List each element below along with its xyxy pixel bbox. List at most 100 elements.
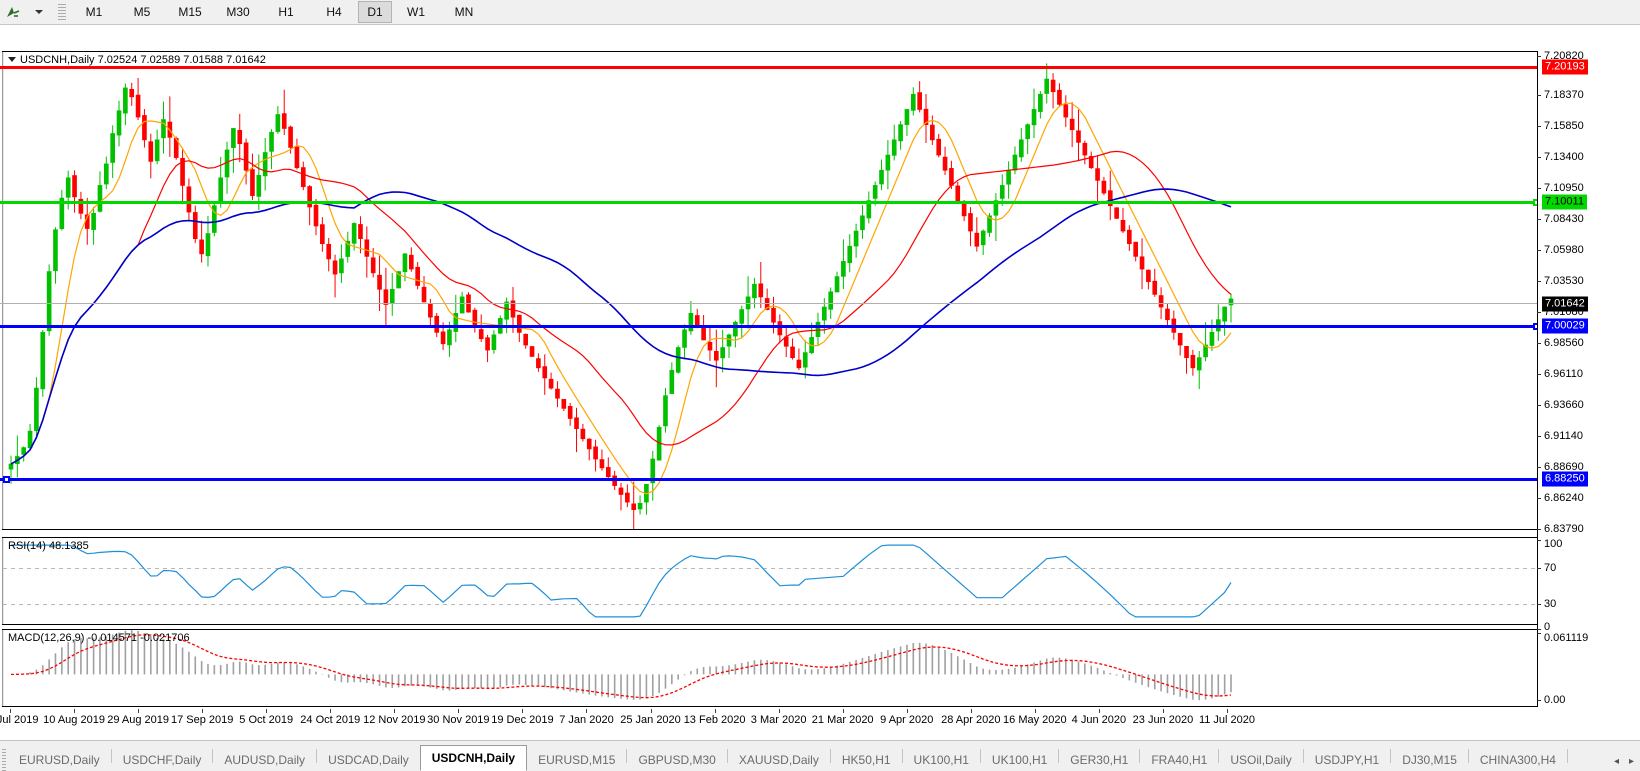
- hline-resistance-red[interactable]: [0, 66, 1537, 69]
- tab-separator: [110, 749, 112, 763]
- price-tick-3: 7.13400: [1544, 151, 1584, 163]
- date-tick: [202, 709, 204, 713]
- date-label: 5 Oct 2019: [239, 714, 294, 726]
- symbol-tab-hk50-h1[interactable]: HK50,H1: [841, 753, 891, 767]
- date-label: 9 Apr 2020: [880, 714, 934, 726]
- chart-toolbar: M1 M5 M15 M30 H1 H4 D1 W1 MN: [0, 0, 1640, 25]
- price-tick-7: 7.03530: [1544, 275, 1584, 287]
- date-tick: [778, 709, 780, 713]
- date-label: 28 Apr 2020: [941, 714, 1001, 726]
- symbol-tab-fra40-h1[interactable]: FRA40,H1: [1151, 753, 1208, 767]
- chart-area[interactable]: USDCNH,Daily 7.02524 7.02589 7.01588 7.0…: [0, 25, 1640, 740]
- date-label: 10 Aug 2019: [43, 714, 105, 726]
- symbol-tab-gbpusd-m30[interactable]: GBPUSD,M30: [638, 753, 716, 767]
- symbol-tab-dj30-m15[interactable]: DJ30,M15: [1402, 753, 1457, 767]
- symbol-tab-bar[interactable]: EURUSD,Daily USDCHF,Daily AUDUSD,Daily USDC…: [0, 740, 1640, 771]
- symbol-tab-eurusd-m15[interactable]: EURUSD,M15: [538, 753, 616, 767]
- date-tick: [1227, 709, 1228, 713]
- macd-tick-max: 0.061119: [1544, 632, 1589, 644]
- symbol-tab-usdjpy-h1[interactable]: USDJPY,H1: [1314, 753, 1380, 767]
- date-label: 3 Mar 2020: [750, 714, 807, 726]
- date-tick: [522, 709, 524, 713]
- date-label: 21 Mar 2020: [811, 714, 874, 726]
- timeframe-h1[interactable]: H1: [278, 5, 294, 19]
- price-tick-15: 6.83790: [1544, 523, 1584, 535]
- timeframe-m1[interactable]: M1: [85, 5, 103, 19]
- timeframe-mn[interactable]: MN: [454, 5, 474, 19]
- price-panel-handle: [1, 52, 4, 529]
- tab-separator: [829, 749, 831, 763]
- tab-navigation[interactable]: ◂ ▸: [1614, 756, 1634, 767]
- hline-support-blue-2[interactable]: [0, 478, 1537, 481]
- cursor-crosshair-icon[interactable]: [0, 1, 26, 23]
- price-tick-12: 6.91140: [1544, 430, 1583, 442]
- triangle-left-icon[interactable]: ◂: [1613, 756, 1619, 767]
- price-scale[interactable]: 7.20820 7.18370 7.15850 7.13400 7.10950 …: [1537, 50, 1640, 707]
- price-marker-green: 7.10011: [1542, 194, 1587, 210]
- timeframe-m15[interactable]: M15: [178, 5, 202, 19]
- date-tick: [1098, 709, 1100, 713]
- price-chart-panel[interactable]: USDCNH,Daily 7.02524 7.02589 7.01588 7.0…: [1, 51, 1636, 530]
- date-tick: [74, 709, 76, 713]
- price-tick-0: 7.20820: [1544, 50, 1584, 62]
- tab-separator: [626, 749, 628, 763]
- date-tick: [586, 709, 588, 713]
- symbol-tab-china300-h4[interactable]: CHINA300,H4: [1479, 753, 1556, 767]
- date-tick: [266, 709, 268, 713]
- chevron-down-icon[interactable]: [26, 1, 52, 23]
- tab-separator: [901, 749, 903, 763]
- date-tick: [1162, 709, 1164, 713]
- triangle-right-icon[interactable]: ▸: [1628, 756, 1634, 767]
- timeframe-w1[interactable]: W1: [407, 5, 425, 19]
- price-tick-5: 7.08430: [1544, 213, 1584, 225]
- price-tick-6: 7.05980: [1544, 244, 1584, 256]
- symbol-tab-audusd-daily[interactable]: AUDUSD,Daily: [224, 753, 306, 767]
- date-tick: [458, 709, 460, 713]
- timeframe-m30[interactable]: M30: [226, 5, 250, 19]
- price-panel-header: USDCNH,Daily 7.02524 7.02589 7.01588 7.0…: [8, 54, 266, 66]
- symbol-tab-ger30-h1[interactable]: GER30,H1: [1070, 753, 1129, 767]
- timeframe-d1[interactable]: D1: [358, 1, 392, 23]
- tab-separator: [316, 749, 318, 763]
- symbol-tab-usdcad-daily[interactable]: USDCAD,Daily: [328, 753, 409, 767]
- collapse-triangle-icon[interactable]: [8, 56, 16, 62]
- price-scale-axis: [1537, 51, 1538, 707]
- tab-separator: [1467, 749, 1469, 763]
- toolbar-drag-handle[interactable]: [58, 4, 66, 20]
- date-tick: [842, 709, 844, 713]
- symbol-tab-eurusd-daily[interactable]: EURUSD,Daily: [19, 753, 100, 767]
- price-candles: [8, 63, 1234, 529]
- price-tick-14: 6.86240: [1544, 492, 1584, 504]
- date-label: 30 Nov 2019: [427, 714, 490, 726]
- price-tick-2: 7.15850: [1544, 120, 1584, 132]
- date-label: 13 Feb 2020: [683, 714, 746, 726]
- hline-support-blue-1[interactable]: [0, 325, 1537, 328]
- date-label: 17 Sep 2019: [170, 714, 234, 726]
- tab-separator: [1058, 749, 1060, 763]
- symbol-tab-usoil-daily[interactable]: USOil,Daily: [1230, 753, 1292, 767]
- macd-indicator-panel[interactable]: MACD(12,26,9) -0.014571 -0.021706: [1, 629, 1636, 707]
- timeframe-h4[interactable]: H4: [326, 5, 342, 19]
- rsi-indicator-panel[interactable]: RSI(14) 48.1385: [1, 537, 1636, 625]
- hline-resistance-green[interactable]: [0, 201, 1537, 204]
- symbol-tab-uk100-h1[interactable]: UK100,H1: [913, 753, 969, 767]
- date-tick: [394, 709, 396, 713]
- price-marker-red: 7.20193: [1542, 59, 1588, 75]
- symbol-tab-uk100-h1[interactable]: UK100,H1: [991, 753, 1048, 767]
- symbol-tab-usdcnh-daily[interactable]: USDCNH,Daily: [419, 745, 528, 771]
- date-tick: [10, 709, 11, 713]
- rsi-panel-header: RSI(14) 48.1385: [8, 540, 89, 552]
- date-label: 25 Jan 2020: [620, 714, 681, 726]
- hline-current-price: [0, 303, 1537, 304]
- date-tick: [650, 709, 652, 713]
- symbol-tab-xauusd-daily[interactable]: XAUUSD,Daily: [738, 753, 819, 767]
- rsi-tick-70: 70: [1544, 562, 1557, 574]
- timeframe-m5[interactable]: M5: [133, 5, 151, 19]
- date-tick: [1034, 709, 1036, 713]
- date-tick: [970, 709, 972, 713]
- symbol-tab-usdchf-daily[interactable]: USDCHF,Daily: [122, 753, 202, 767]
- tabbar-drag-handle[interactable]: [2, 749, 6, 771]
- hline-blue-anchor-left[interactable]: [3, 476, 10, 483]
- date-tick: [714, 709, 716, 713]
